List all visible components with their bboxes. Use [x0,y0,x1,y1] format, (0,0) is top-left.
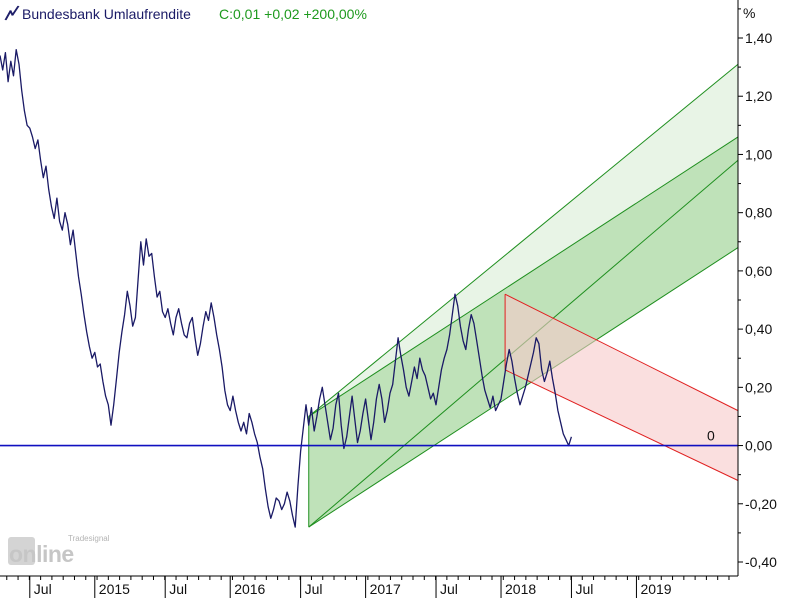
y-tick-label: 0,00 [745,438,772,454]
red-channel-lower-line [504,369,739,481]
watermark-box [8,537,35,565]
y-axis: 1,40 1,20 1,00 0,80 0,60 0,40 0,20 0,00 -0,20 -0,… [738,8,777,570]
y-tick-label: 0,80 [745,205,772,221]
x-tick-label: 2019 [640,581,671,597]
line-chart-icon [4,5,20,21]
zero-line-group: 0 [0,428,738,447]
y-tick-label: 1,20 [745,88,772,104]
legend-series-values: C:0,01 +0,02 +200,00% [219,6,367,22]
x-tick-label: 2018 [505,581,536,597]
x-tick-label: 2015 [99,581,130,597]
y-tick-label: -0,40 [745,554,777,570]
y-tick-label: 0,60 [745,263,772,279]
x-tick-label: Jul [305,581,323,597]
y-tick-label: -0,20 [745,496,777,512]
x-tick-label: Jul [575,581,593,597]
y-tick-label: 0,20 [745,379,772,395]
x-tick-label: Jul [34,581,52,597]
watermark-text: online [9,541,74,567]
legend: Bundesbank Umlaufrendite C:0,01 +0,02 +2… [4,5,367,22]
red-channel-upper-line [504,293,739,412]
watermark-brand: Tradesignal [68,534,110,543]
y-tick-label: 1,00 [745,146,772,162]
plot-area: 0 [0,48,739,528]
x-axis: Jul 2015 Jul 2016 Jul 2017 Jul 2018 Jul 2019 [6,576,730,598]
legend-series-name: Bundesbank Umlaufrendite [22,6,191,22]
y-tick-label: 1,40 [745,30,772,46]
zero-line-label: 0 [707,428,715,444]
y-axis-unit: % [743,5,755,21]
green-channel-lower-line [308,247,739,528]
x-tick-label: 2016 [234,581,265,597]
channel-overlays [308,63,739,528]
red-channel-fill [505,294,738,481]
x-tick-label: 2017 [370,581,401,597]
series-lines [0,48,573,528]
green-channel-inner-line [308,136,739,417]
y-tick-label: 0,40 [745,321,772,337]
x-tick-label: Jul [169,581,187,597]
x-tick-label: Jul [440,581,458,597]
red-channel [504,293,739,481]
green-channel-upper-line [308,63,739,417]
tradesignal-online-watermark: Tradesignal online [8,534,110,567]
series-line [0,48,573,528]
